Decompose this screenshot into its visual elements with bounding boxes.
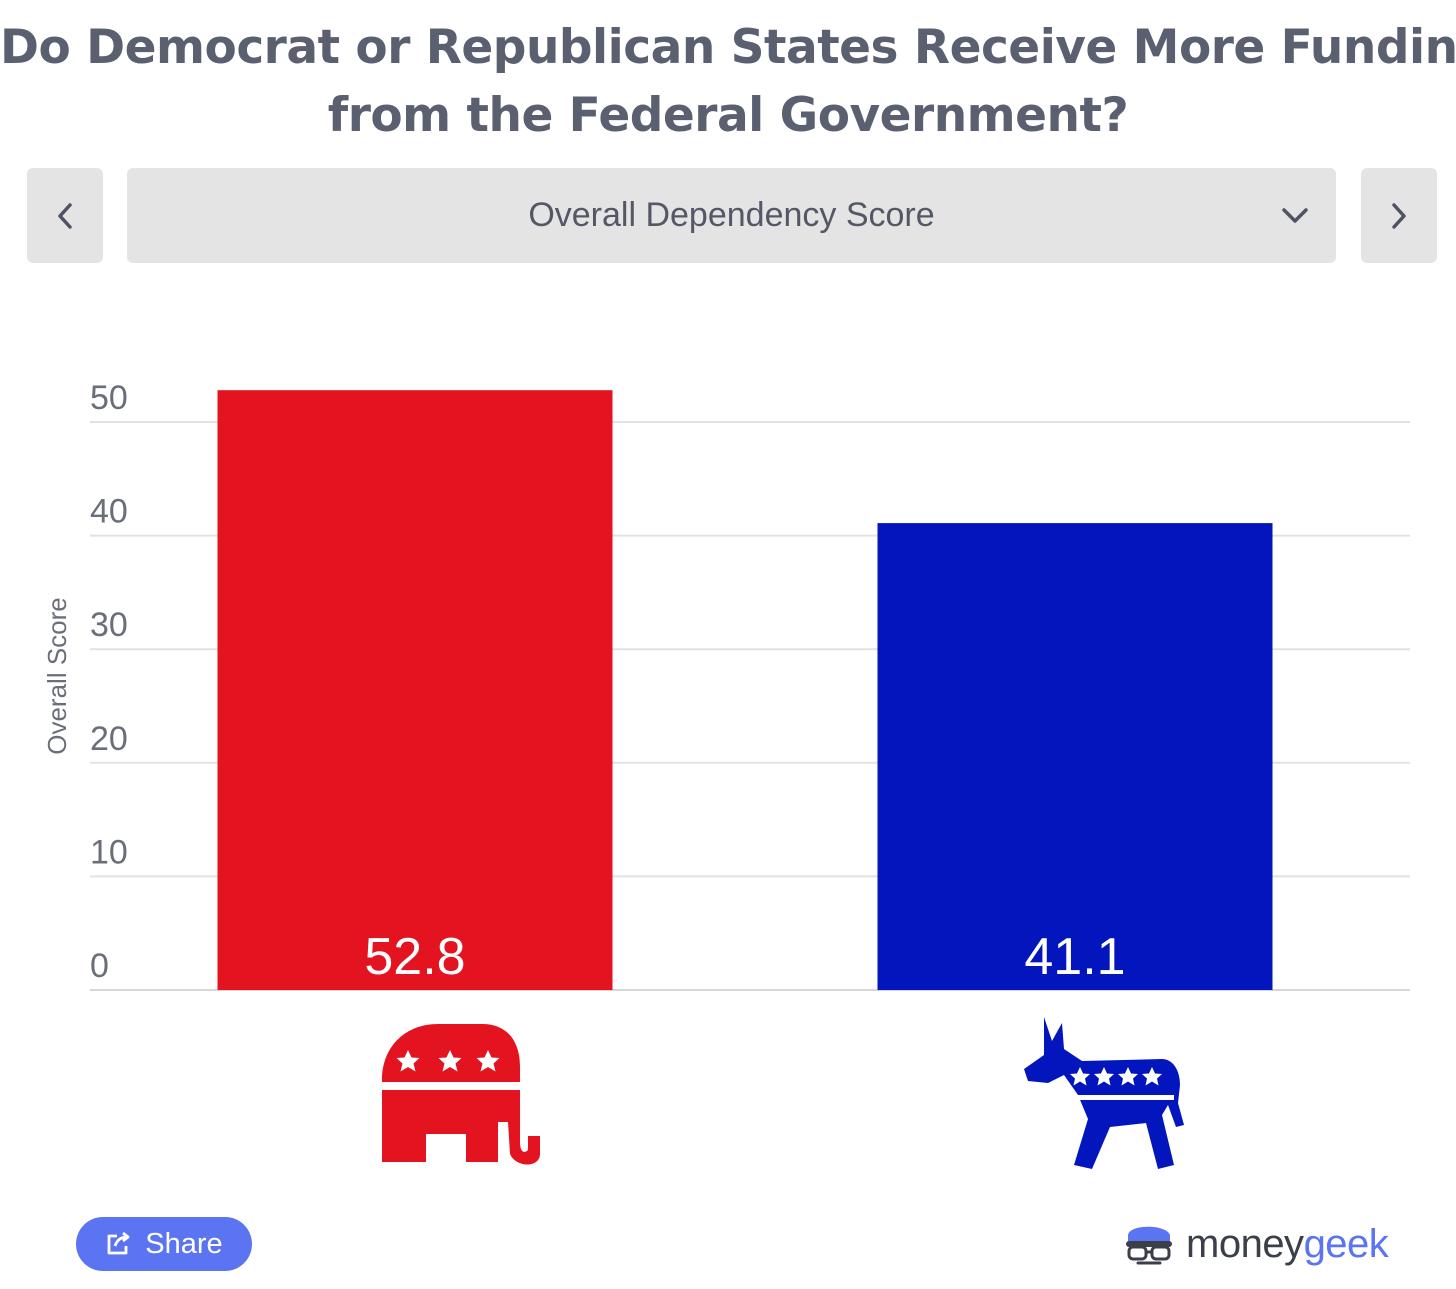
y-tick-label: 20 xyxy=(90,720,128,758)
metric-dropdown[interactable]: Overall Dependency Score xyxy=(127,168,1336,263)
brand-logo: moneygeek xyxy=(1122,1214,1389,1274)
chevron-down-icon xyxy=(1282,208,1308,223)
chart-title-line-1: Do Democrat or Republican States Receive… xyxy=(0,20,1456,75)
bar-democrat[interactable] xyxy=(877,523,1273,990)
y-tick-label: 10 xyxy=(90,833,128,871)
brand-wordmark-money: money xyxy=(1186,1221,1304,1266)
brand-wordmark: moneygeek xyxy=(1186,1221,1389,1267)
chevron-right-icon xyxy=(1392,202,1406,229)
moneygeek-logo-icon xyxy=(1126,1226,1172,1265)
share-button[interactable]: Share xyxy=(76,1217,252,1271)
brand-wordmark-geek: geek xyxy=(1303,1221,1389,1266)
y-tick-label: 40 xyxy=(90,493,128,531)
share-icon xyxy=(107,1231,130,1255)
y-tick-label: 50 xyxy=(90,379,128,417)
y-tick-label: 0 xyxy=(90,947,109,985)
bar-republican[interactable] xyxy=(217,390,613,990)
chart-title-line-2: from the Federal Government? xyxy=(327,88,1129,143)
y-tick-label: 30 xyxy=(90,606,128,644)
republican-elephant-icon xyxy=(382,1024,540,1165)
previous-metric-button[interactable] xyxy=(27,168,103,263)
democrat-donkey-icon xyxy=(1024,1017,1184,1169)
bar-value-label: 41.1 xyxy=(1024,928,1125,986)
bar-chart: 0 10 20 30 40 50 52.8 41.1 Overall Score xyxy=(42,379,1410,1169)
chevron-left-icon xyxy=(58,202,72,229)
chart-title: Do Democrat or Republican States Receive… xyxy=(0,14,1456,150)
next-metric-button[interactable] xyxy=(1361,168,1437,263)
share-button-label: Share xyxy=(145,1227,223,1260)
y-axis-label: Overall Score xyxy=(42,597,72,755)
bar-value-label: 52.8 xyxy=(364,928,465,986)
metric-dropdown-value: Overall Dependency Score xyxy=(528,196,935,234)
